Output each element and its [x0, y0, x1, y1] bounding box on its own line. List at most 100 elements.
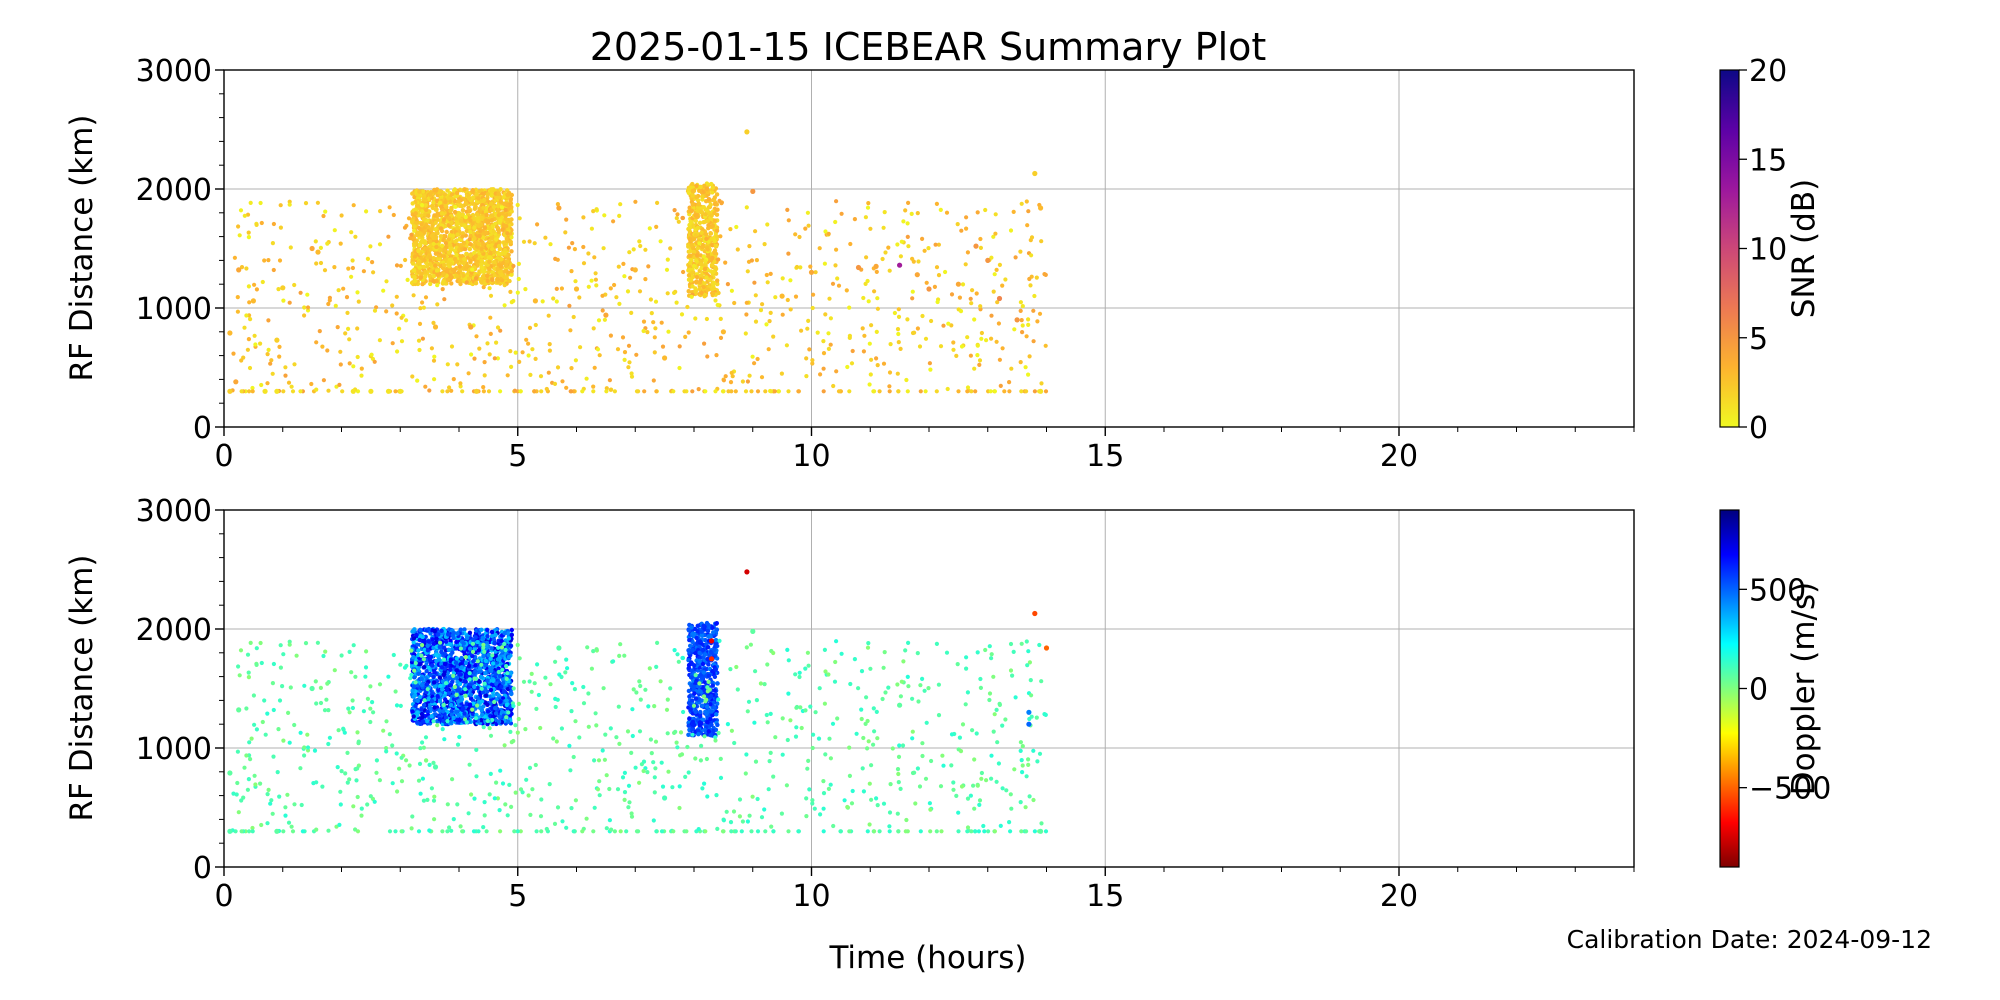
- snr-scatter-point: [910, 289, 915, 294]
- snr-y-tick-label: 1000: [136, 292, 212, 327]
- doppler-cluster-point: [462, 679, 467, 684]
- snr-scatter-point: [625, 289, 631, 294]
- snr-scatter-point: [826, 331, 831, 336]
- snr-y-tick-label: 3000: [136, 54, 212, 89]
- snr-scatter-point: [250, 389, 255, 394]
- snr-scatter-point: [749, 258, 755, 263]
- snr-cluster-point: [693, 213, 698, 218]
- snr-cluster-point: [699, 230, 704, 235]
- snr-scatter-point: [883, 250, 888, 255]
- snr-scatter-point: [349, 230, 354, 235]
- snr-scatter-point: [634, 389, 640, 394]
- snr-scatter-point: [835, 276, 840, 281]
- snr-scatter-point: [773, 295, 778, 300]
- snr-scatter-point: [995, 300, 1000, 305]
- snr-data-point: [632, 267, 638, 273]
- snr-scatter-point: [591, 326, 596, 331]
- snr-scatter-point: [665, 257, 670, 262]
- snr-scatter-point: [877, 389, 882, 394]
- snr-data-point: [996, 295, 1003, 302]
- snr-cluster-point: [488, 201, 494, 206]
- snr-cluster-point: [712, 250, 717, 256]
- snr-scatter-point: [516, 261, 522, 266]
- snr-scatter-point: [555, 202, 561, 207]
- snr-scatter-point: [504, 224, 509, 229]
- snr-scatter-point: [938, 344, 944, 349]
- snr-scatter-point: [524, 337, 529, 342]
- snr-scatter-point: [601, 246, 606, 251]
- snr-scatter-point: [752, 280, 757, 285]
- snr-scatter-point: [977, 362, 982, 367]
- snr-scatter-point: [608, 286, 613, 291]
- snr-cluster-point: [434, 207, 439, 212]
- snr-scatter-point: [361, 269, 366, 274]
- snr-cluster-point: [504, 259, 510, 264]
- snr-scatter-point: [628, 275, 633, 280]
- snr-scatter-point: [649, 311, 654, 316]
- doppler-cluster-point: [504, 698, 509, 703]
- snr-cluster-point: [450, 267, 456, 272]
- snr-cluster-point: [473, 281, 479, 286]
- snr-cluster-point: [455, 225, 460, 231]
- snr-scatter-point: [1029, 235, 1035, 240]
- doppler-cluster-point: [416, 671, 421, 676]
- snr-scatter-point: [753, 229, 758, 234]
- snr-scatter-point: [965, 250, 971, 255]
- snr-scatter-point: [488, 331, 493, 336]
- snr-cluster-point: [467, 208, 472, 214]
- snr-scatter-point: [679, 312, 685, 317]
- snr-scatter-point: [772, 389, 778, 394]
- snr-cluster-point: [503, 213, 508, 219]
- snr-scatter-point: [612, 282, 617, 288]
- snr-scatter-point: [810, 358, 815, 363]
- snr-data-point: [368, 388, 374, 394]
- snr-scatter-point: [805, 210, 811, 215]
- snr-scatter-point: [481, 389, 486, 394]
- snr-scatter-point: [949, 292, 955, 297]
- snr-cluster-point: [433, 235, 438, 241]
- snr-scatter-point: [818, 372, 823, 377]
- snr-cluster-point: [708, 202, 713, 207]
- snr-scatter-point: [386, 234, 391, 239]
- snr-scatter-point: [490, 213, 495, 218]
- doppler-cluster-point: [467, 630, 473, 635]
- snr-scatter-point: [974, 291, 979, 296]
- snr-scatter-point: [259, 220, 264, 226]
- snr-cluster-point: [449, 220, 454, 225]
- snr-scatter-point: [247, 365, 253, 371]
- snr-scatter-point: [713, 389, 718, 394]
- snr-scatter-point: [895, 371, 900, 376]
- snr-scatter-point: [903, 208, 908, 213]
- doppler-cluster-point: [489, 646, 494, 651]
- snr-scatter-point: [513, 350, 518, 355]
- doppler-cluster-point: [417, 694, 423, 700]
- snr-scatter-point: [638, 243, 643, 249]
- snr-cluster-point: [417, 260, 422, 265]
- snr-cluster-point: [710, 223, 716, 228]
- snr-scatter-point: [622, 350, 628, 355]
- snr-data-point: [573, 286, 580, 292]
- snr-colorbar-tick-label: 10: [1749, 233, 1787, 268]
- snr-scatter-point: [313, 239, 318, 244]
- snr-cluster-point: [714, 202, 719, 207]
- snr-scatter-point: [888, 342, 893, 347]
- snr-colorbar-gradient: [1719, 69, 1740, 428]
- snr-scatter-point: [830, 281, 836, 286]
- snr-cluster-point: [464, 263, 470, 268]
- snr-scatter-point: [808, 264, 813, 269]
- snr-scatter-point: [252, 333, 257, 338]
- snr-scatter-point: [321, 213, 326, 219]
- snr-cluster-point: [460, 234, 465, 239]
- snr-scatter-point: [997, 262, 1003, 267]
- snr-scatter-point: [960, 282, 966, 287]
- snr-scatter-point: [720, 389, 726, 394]
- snr-scatter-point: [959, 344, 965, 349]
- doppler-cluster-point: [446, 691, 452, 696]
- snr-cluster-point: [476, 196, 481, 201]
- snr-scatter-point: [517, 359, 522, 364]
- snr-cluster-point: [445, 268, 450, 274]
- doppler-cluster-point: [418, 627, 423, 633]
- snr-scatter-point: [875, 363, 880, 368]
- snr-scatter-point: [569, 269, 574, 274]
- snr-scatter-point: [806, 318, 811, 323]
